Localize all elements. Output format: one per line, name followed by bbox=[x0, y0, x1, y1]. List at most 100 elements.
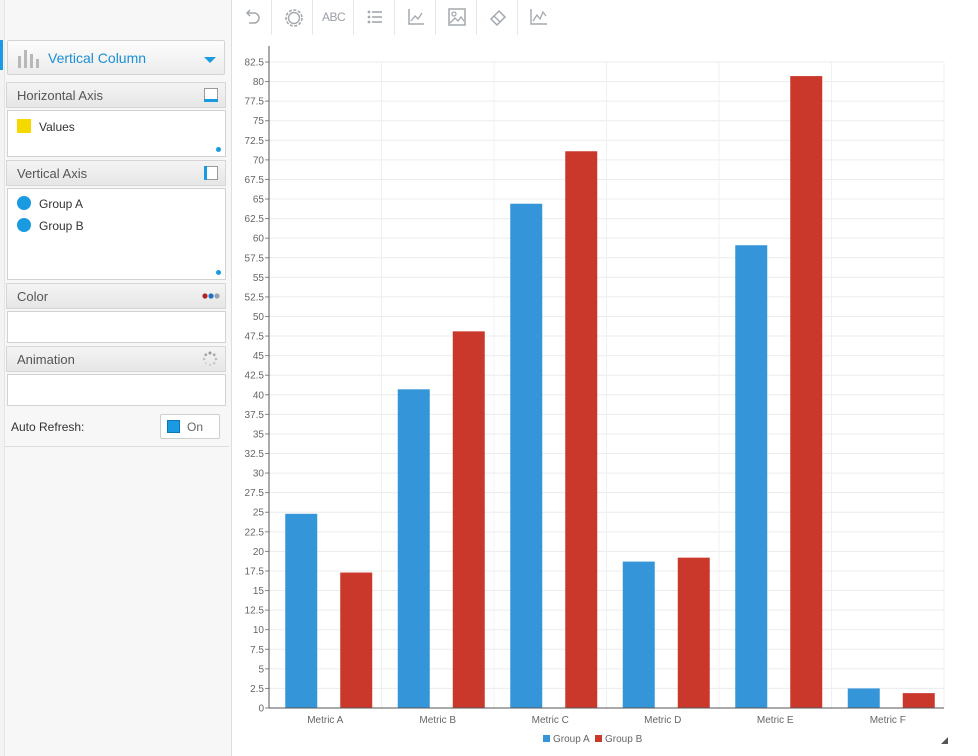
bar-group-b bbox=[902, 693, 935, 708]
y-tick-label: 30 bbox=[253, 469, 265, 480]
y-tick-label: 70 bbox=[253, 155, 265, 166]
axis-button[interactable] bbox=[396, 0, 436, 35]
y-tick-label: 32.5 bbox=[245, 449, 265, 460]
undo-icon bbox=[245, 9, 260, 24]
bar-group-a bbox=[847, 688, 880, 708]
blue-dot-swatch bbox=[17, 218, 31, 232]
left-edge-strip bbox=[0, 0, 5, 756]
vertical-axis-header[interactable]: Vertical Axis bbox=[6, 160, 226, 186]
toggle-checkbox[interactable] bbox=[167, 420, 180, 433]
yellow-swatch bbox=[17, 119, 31, 133]
bar-group-b bbox=[565, 151, 598, 709]
y-tick-label: 15 bbox=[253, 586, 265, 597]
y-tick-label: 20 bbox=[253, 547, 265, 558]
color-dropzone[interactable] bbox=[7, 311, 226, 343]
animation-header[interactable]: Animation bbox=[6, 346, 226, 372]
bar-group-a bbox=[622, 561, 655, 708]
vertical-axis-icon bbox=[204, 166, 218, 180]
animation-dropzone[interactable] bbox=[7, 374, 226, 406]
y-tick-label: 67.5 bbox=[245, 175, 265, 186]
legend-button[interactable] bbox=[355, 0, 395, 35]
column-chart: 02.557.51012.51517.52022.52527.53032.535… bbox=[245, 46, 945, 745]
undo-button[interactable] bbox=[232, 0, 272, 35]
y-tick-label: 47.5 bbox=[245, 332, 265, 343]
bar-group-a bbox=[397, 389, 430, 708]
horizontal-axis-dropzone[interactable]: Values bbox=[7, 110, 226, 157]
x-tick-label: Metric B bbox=[419, 715, 456, 726]
y-tick-label: 0 bbox=[258, 704, 264, 715]
labels-button[interactable]: ABC bbox=[314, 0, 354, 35]
y-tick-label: 75 bbox=[253, 116, 265, 127]
animation-title: Animation bbox=[17, 352, 75, 367]
y-tick-label: 27.5 bbox=[245, 488, 265, 499]
y-tick-label: 52.5 bbox=[245, 292, 265, 303]
legend-label: Group A bbox=[553, 734, 590, 745]
y-tick-label: 42.5 bbox=[245, 371, 265, 382]
bar-group-b bbox=[790, 76, 823, 708]
x-tick-label: Metric F bbox=[870, 715, 906, 726]
field-label: Group A bbox=[39, 197, 84, 211]
resize-grip-icon[interactable] bbox=[941, 737, 948, 744]
labels-text-icon: ABC bbox=[322, 10, 346, 24]
y-tick-label: 65 bbox=[253, 195, 265, 206]
y-tick-label: 7.5 bbox=[250, 645, 264, 656]
y-tick-label: 10 bbox=[253, 625, 265, 636]
color-dots-icon bbox=[202, 293, 220, 299]
dropzone-handle[interactable] bbox=[216, 270, 221, 275]
dropzone-handle[interactable] bbox=[216, 147, 221, 152]
vertical-axis-title: Vertical Axis bbox=[17, 166, 88, 181]
auto-refresh-toggle[interactable]: On bbox=[160, 414, 220, 439]
settings-button[interactable] bbox=[273, 0, 313, 35]
horizontal-axis-title: Horizontal Axis bbox=[17, 88, 103, 103]
divider bbox=[5, 446, 229, 447]
eraser-icon bbox=[489, 9, 507, 27]
column-chart-icon bbox=[18, 50, 39, 68]
eraser-button[interactable] bbox=[478, 0, 518, 35]
y-tick-label: 22.5 bbox=[245, 527, 265, 538]
trend-button[interactable] bbox=[519, 0, 559, 35]
horizontal-axis-icon bbox=[204, 88, 218, 102]
color-header[interactable]: Color bbox=[6, 283, 226, 309]
y-tick-label: 35 bbox=[253, 429, 265, 440]
chart-type-label: Vertical Column bbox=[48, 50, 147, 66]
bar-group-b bbox=[452, 331, 485, 708]
y-tick-label: 45 bbox=[253, 351, 265, 362]
active-indicator bbox=[0, 40, 3, 70]
chart-toolbar: ABC bbox=[232, 0, 978, 37]
bar-group-b bbox=[677, 557, 710, 708]
y-tick-label: 25 bbox=[253, 508, 265, 519]
axis-icon bbox=[408, 9, 424, 25]
y-tick-label: 82.5 bbox=[245, 58, 265, 69]
bar-group-a bbox=[285, 513, 318, 708]
legend-swatch bbox=[595, 735, 602, 742]
y-tick-label: 12.5 bbox=[245, 606, 265, 617]
y-tick-label: 5 bbox=[258, 664, 264, 675]
y-tick-label: 62.5 bbox=[245, 214, 265, 225]
field-label: Group B bbox=[39, 219, 84, 233]
chevron-down-icon[interactable] bbox=[204, 57, 216, 63]
horizontal-axis-header[interactable]: Horizontal Axis bbox=[6, 82, 226, 108]
vertical-axis-dropzone[interactable]: Group A Group B bbox=[7, 188, 226, 280]
settings-icon bbox=[285, 9, 303, 27]
y-tick-label: 80 bbox=[253, 77, 265, 88]
y-tick-label: 17.5 bbox=[245, 566, 265, 577]
field-label: Values bbox=[39, 120, 75, 134]
image-button[interactable] bbox=[437, 0, 477, 35]
chart-area: 0 2.5 5 7.5 10 12.5 15 17.5 20 22.5 25 27.5 30 32.5 35… bbox=[232, 36, 978, 756]
x-tick-label: Metric D bbox=[644, 715, 681, 726]
bar-group-a bbox=[510, 203, 543, 708]
y-tick-label: 60 bbox=[253, 234, 265, 245]
y-tick-label: 2.5 bbox=[250, 684, 264, 695]
image-icon bbox=[448, 8, 466, 26]
legend-list-icon bbox=[367, 10, 382, 24]
legend-swatch bbox=[543, 735, 550, 742]
y-tick-label: 40 bbox=[253, 390, 265, 401]
x-tick-label: Metric A bbox=[307, 715, 343, 726]
line-chart-icon bbox=[530, 9, 547, 25]
y-tick-label: 37.5 bbox=[245, 410, 265, 421]
y-tick-label: 57.5 bbox=[245, 253, 265, 264]
x-tick-label: Metric E bbox=[757, 715, 794, 726]
bar-group-a bbox=[735, 245, 768, 708]
chart-type-dropdown[interactable]: Vertical Column bbox=[7, 40, 225, 75]
auto-refresh-label: Auto Refresh: bbox=[11, 420, 85, 434]
